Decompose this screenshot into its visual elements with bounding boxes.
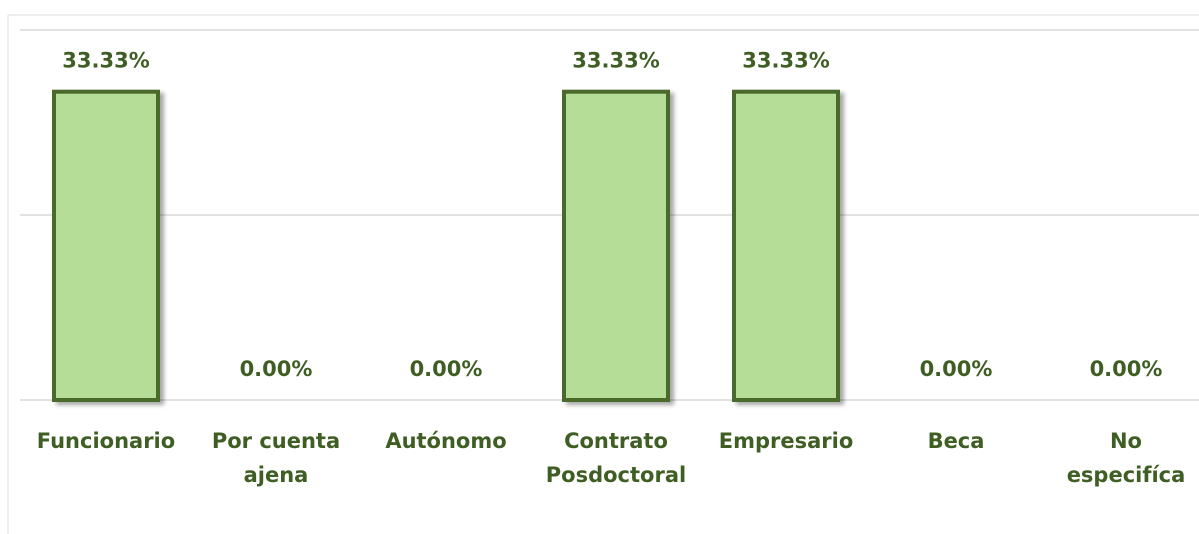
- value-label: 33.33%: [62, 49, 149, 73]
- x-tick-label: Beca: [927, 429, 985, 453]
- bar: [52, 89, 160, 402]
- x-tick-label: Empresario: [718, 429, 854, 453]
- bar: [562, 89, 670, 402]
- value-label: 0.00%: [920, 357, 993, 381]
- x-tick-label: Funcionario: [36, 429, 176, 453]
- x-tick-label: Autónomo: [385, 429, 507, 453]
- value-label: 0.00%: [1090, 357, 1163, 381]
- value-label: 33.33%: [742, 49, 829, 73]
- value-label: 0.00%: [240, 357, 313, 381]
- bar: [732, 89, 840, 402]
- x-tick-label: No especifíca: [1066, 429, 1186, 487]
- x-tick-label: Por cuenta ajena: [211, 429, 341, 487]
- x-tick-label: Contrato Posdoctoral: [545, 429, 687, 487]
- value-label: 33.33%: [572, 49, 659, 73]
- value-label: 0.00%: [410, 357, 483, 381]
